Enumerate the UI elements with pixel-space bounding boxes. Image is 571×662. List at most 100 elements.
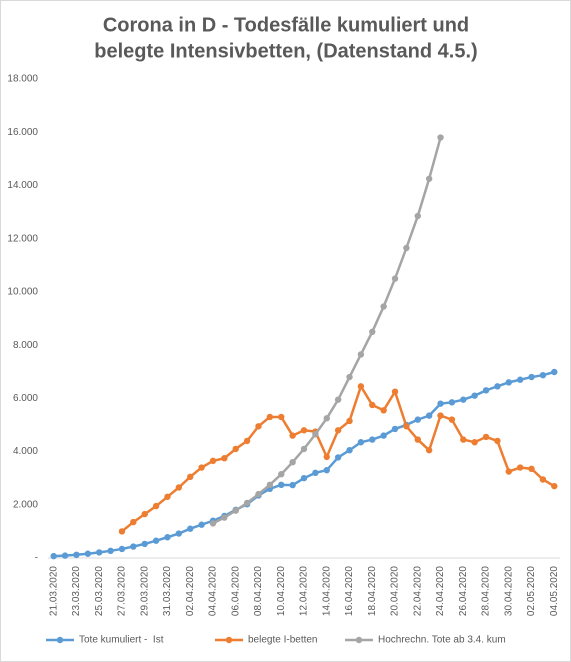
x-tick-label: 20.04.2020 (390, 566, 401, 616)
data-point (346, 373, 353, 381)
data-point (312, 431, 319, 438)
data-point (505, 468, 512, 475)
data-point (334, 454, 342, 461)
data-point (539, 476, 547, 483)
data-point (403, 244, 410, 252)
data-point (141, 540, 148, 548)
data-point (346, 447, 353, 454)
data-point (391, 388, 399, 395)
data-point (130, 518, 137, 526)
data-point (482, 433, 490, 441)
y-tick-label: 4.000 (13, 446, 38, 457)
x-tick-label: 02.05.2020 (526, 566, 537, 616)
data-point (528, 373, 535, 381)
data-point (437, 412, 444, 419)
x-tick-label: 22.04.2020 (412, 566, 423, 616)
data-point (425, 175, 433, 182)
data-point (61, 552, 69, 559)
data-point (505, 379, 512, 386)
data-point (516, 376, 524, 383)
legend-marker (56, 636, 64, 644)
data-point (221, 455, 228, 462)
data-point (243, 437, 251, 445)
data-point (539, 371, 547, 379)
y-tick-label: 18.000 (7, 74, 38, 85)
data-point (334, 427, 342, 434)
data-point (266, 481, 274, 489)
data-point (437, 134, 444, 141)
x-tick-label: 12.04.2020 (299, 566, 310, 616)
data-point (380, 303, 387, 310)
y-tick-label: 16.000 (7, 127, 38, 138)
x-tick-label: 25.03.2020 (94, 566, 105, 616)
data-point (198, 521, 205, 528)
x-tick-label: 04.05.2020 (549, 566, 560, 616)
data-point (255, 490, 262, 498)
data-point (289, 481, 296, 489)
x-tick-label: 24.04.2020 (435, 566, 446, 616)
data-point (107, 547, 114, 555)
x-tick-label: 14.04.2020 (321, 566, 332, 616)
data-point (278, 481, 285, 489)
chart-title: belegte Intensivbetten, (Datenstand 4.5.… (94, 40, 477, 62)
data-point (152, 537, 160, 544)
data-point (278, 413, 285, 421)
y-tick-label: 10.000 (7, 287, 38, 298)
data-point (266, 413, 274, 421)
y-tick-label: - (35, 553, 38, 564)
data-point (380, 432, 387, 439)
data-point (516, 464, 524, 471)
data-point (118, 528, 126, 535)
data-point (323, 415, 330, 422)
data-point (209, 457, 217, 465)
data-point (391, 425, 399, 433)
data-point (425, 447, 433, 454)
y-tick-label: 12.000 (7, 233, 38, 244)
data-point (289, 459, 296, 466)
data-point (164, 534, 171, 541)
legend-label: belegte I-betten (248, 635, 318, 646)
legend-label: Tote kumuliert - Ist (79, 635, 164, 646)
x-tick-label: 06.04.2020 (230, 566, 241, 616)
data-point (312, 469, 319, 477)
y-tick-label: 2.000 (13, 499, 38, 510)
data-point (289, 432, 296, 439)
data-point (551, 482, 558, 490)
x-tick-label: 08.04.2020 (253, 566, 264, 616)
data-point (278, 470, 285, 478)
data-point (300, 427, 308, 434)
data-point (152, 502, 160, 510)
data-point (346, 417, 353, 425)
data-point (323, 453, 330, 461)
data-point (357, 351, 365, 358)
y-tick-label: 6.000 (13, 393, 38, 404)
x-tick-label: 26.04.2020 (458, 566, 469, 616)
chart-title: Corona in D - Todesfälle kumuliert und (103, 14, 469, 36)
data-point (232, 507, 239, 514)
x-tick-label: 16.04.2020 (344, 566, 355, 616)
data-point (494, 437, 501, 445)
x-tick-label: 04.04.2020 (208, 566, 219, 616)
data-point (391, 275, 399, 282)
x-tick-label: 31.03.2020 (162, 566, 173, 616)
data-point (460, 396, 467, 403)
data-point (369, 328, 376, 336)
data-point (232, 445, 239, 453)
data-point (425, 412, 433, 419)
data-point (130, 543, 137, 550)
data-point (528, 465, 535, 473)
data-point (243, 499, 251, 507)
data-point (414, 416, 421, 423)
data-point (164, 493, 171, 500)
data-point (357, 439, 365, 446)
data-point (175, 530, 183, 537)
data-point (209, 520, 217, 527)
data-point (460, 436, 467, 443)
data-point (369, 436, 376, 443)
x-tick-label: 21.03.2020 (48, 566, 59, 616)
y-tick-label: 8.000 (13, 340, 38, 351)
data-point (494, 383, 501, 390)
data-point (198, 464, 205, 471)
legend-marker (355, 636, 363, 644)
